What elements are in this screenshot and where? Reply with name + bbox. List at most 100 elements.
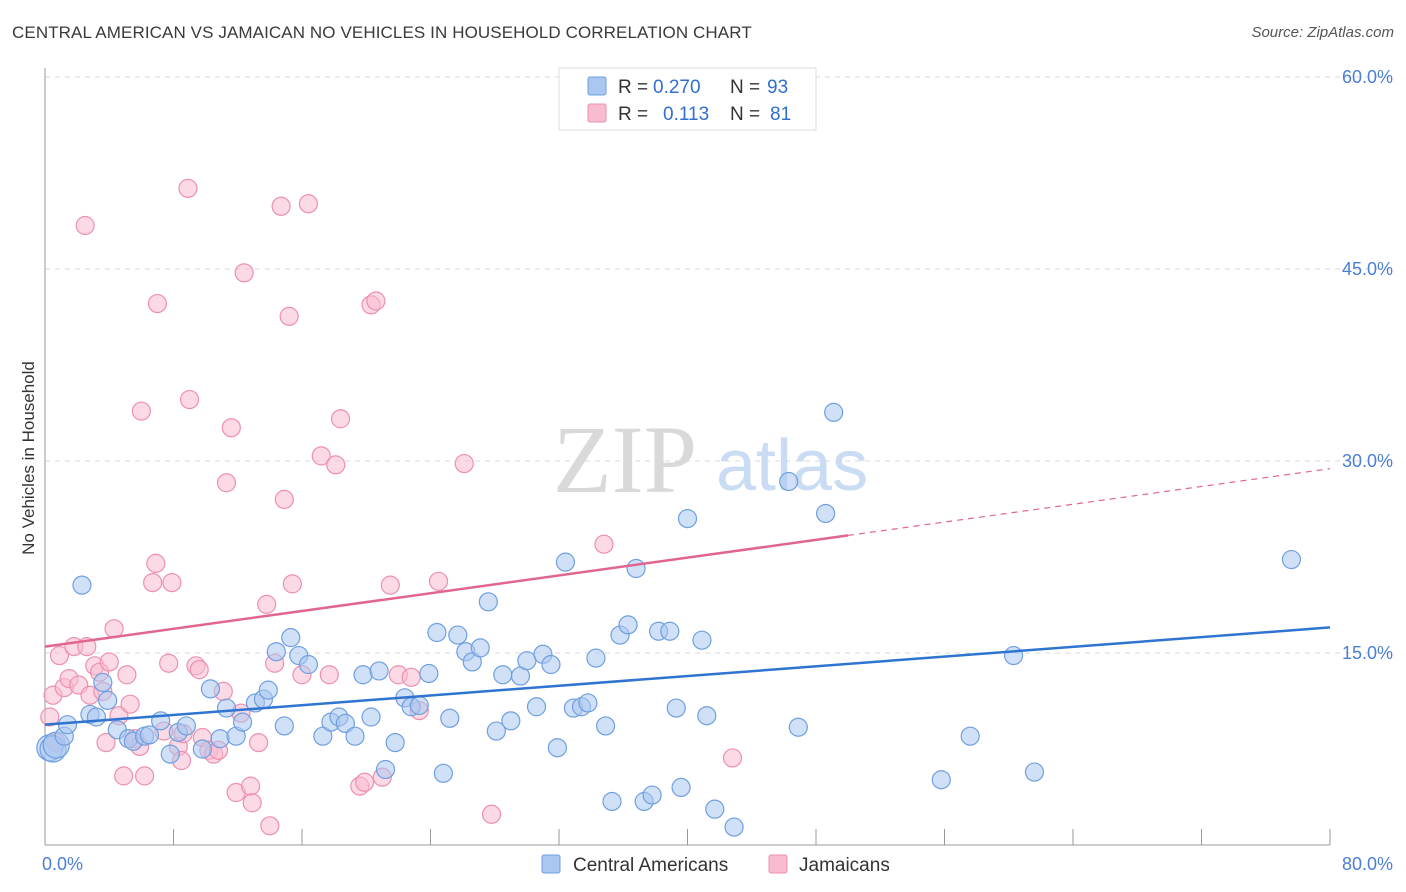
watermark-zip: ZIP: [553, 406, 697, 513]
central-american-point: [705, 799, 725, 819]
central-american-point: [427, 622, 447, 643]
jamaican-point: [401, 667, 421, 687]
jamaican-point: [481, 804, 502, 824]
central-american-point: [281, 628, 301, 648]
central-american-point: [660, 621, 680, 641]
legend-n-label-1: N =: [730, 77, 760, 98]
jamaican-point: [249, 732, 269, 753]
jamaican-point: [380, 575, 400, 595]
central-american-point: [586, 648, 606, 668]
jamaican-point: [189, 660, 209, 680]
jamaican-point: [428, 571, 449, 591]
central-american-point: [816, 503, 836, 524]
jamaican-point: [40, 707, 60, 727]
legend-r-value-1: 0.270: [653, 77, 701, 98]
central-american-point: [666, 698, 686, 718]
trend-lines: [44, 468, 1331, 726]
central-american-point: [692, 630, 712, 650]
central-american-point: [824, 402, 844, 422]
central-american-point: [72, 575, 92, 595]
y-tick-label: 60.0%: [1342, 67, 1393, 87]
legend-r-value-2: 0.113: [663, 104, 709, 125]
central-american-point: [433, 763, 453, 783]
central-americans-points: [36, 402, 1302, 837]
x-tick-label-max: 80.0%: [1342, 854, 1393, 874]
central-american-point: [517, 651, 537, 671]
central-american-point: [160, 744, 180, 764]
bottom-legend-label-central-americans: Central Americans: [573, 855, 728, 876]
jamaican-point: [162, 572, 182, 593]
central-american-point: [258, 680, 278, 700]
watermark: ZIP atlas: [553, 406, 868, 513]
central-american-point: [98, 690, 118, 710]
central-american-point: [677, 508, 698, 529]
legend-r-label-1: R =: [618, 77, 648, 98]
bottom-legend: Central Americans Jamaicans: [541, 854, 890, 876]
jamaican-point: [722, 748, 743, 768]
jamaican-point: [260, 816, 280, 836]
legend-swatch-jamaicans: [587, 103, 607, 123]
central-american-point: [353, 665, 373, 685]
central-american-point: [345, 726, 365, 746]
legend-swatch-central-americans: [587, 76, 607, 96]
watermark-atlas: atlas: [716, 426, 868, 506]
jamaican-point: [257, 594, 277, 614]
jamaican-point: [454, 453, 474, 474]
bottom-legend-swatch-jamaicans: [768, 854, 788, 874]
central-american-point: [419, 663, 439, 684]
jamaican-point: [117, 665, 137, 685]
central-american-point: [1281, 549, 1302, 570]
jamaican-point: [242, 793, 262, 813]
central-american-point: [216, 698, 237, 718]
bottom-legend-label-jamaicans: Jamaicans: [799, 855, 890, 876]
central-american-point: [555, 552, 576, 572]
jamaicans-points: [40, 178, 743, 836]
central-american-point: [93, 672, 113, 693]
central-american-point: [385, 732, 405, 753]
central-american-point: [788, 717, 808, 737]
jamaican-point: [326, 455, 346, 475]
central-american-point: [541, 654, 561, 675]
jamaican-point: [146, 553, 166, 574]
central-american-point: [526, 697, 547, 717]
jamaican-point: [234, 263, 254, 283]
legend-n-value-2: 81: [770, 104, 791, 125]
central-american-point: [448, 625, 468, 645]
central-american-point: [1003, 645, 1024, 666]
y-axis-title: No Vehicles in Household: [19, 361, 38, 555]
jamaicans-trend-line-extension: [848, 468, 1331, 536]
central-american-point: [440, 708, 460, 728]
jamaican-point: [274, 489, 294, 509]
jamaican-point: [271, 196, 291, 216]
jamaican-point: [179, 389, 200, 410]
jamaican-point: [96, 732, 116, 753]
central-american-point: [486, 721, 506, 741]
central-american-point: [595, 716, 616, 736]
central-american-point: [369, 661, 389, 681]
legend-r-label-2: R =: [618, 104, 648, 125]
jamaican-point: [221, 418, 241, 438]
y-tick-label: 45.0%: [1342, 259, 1393, 279]
central-american-point: [409, 695, 429, 716]
central-american-point: [335, 713, 355, 734]
central-american-point: [501, 711, 521, 731]
jamaican-point: [147, 293, 168, 314]
central-american-point: [210, 729, 230, 749]
grid-lines: [45, 76, 1395, 654]
central-american-point: [375, 759, 396, 780]
central-american-point: [578, 693, 598, 713]
central-american-point: [931, 770, 951, 790]
central-american-point: [602, 791, 622, 812]
central-american-point: [470, 638, 490, 658]
central-american-point: [724, 817, 744, 837]
central-american-point: [200, 679, 221, 699]
central-american-point: [626, 558, 646, 579]
legend-n-value-1: 93: [767, 77, 788, 98]
central-american-point: [232, 712, 253, 732]
jamaican-point: [298, 194, 319, 214]
central-american-point: [139, 725, 160, 745]
jamaican-point: [99, 652, 119, 672]
legend-n-label-2: N =: [730, 104, 760, 125]
central-american-point: [274, 716, 294, 736]
